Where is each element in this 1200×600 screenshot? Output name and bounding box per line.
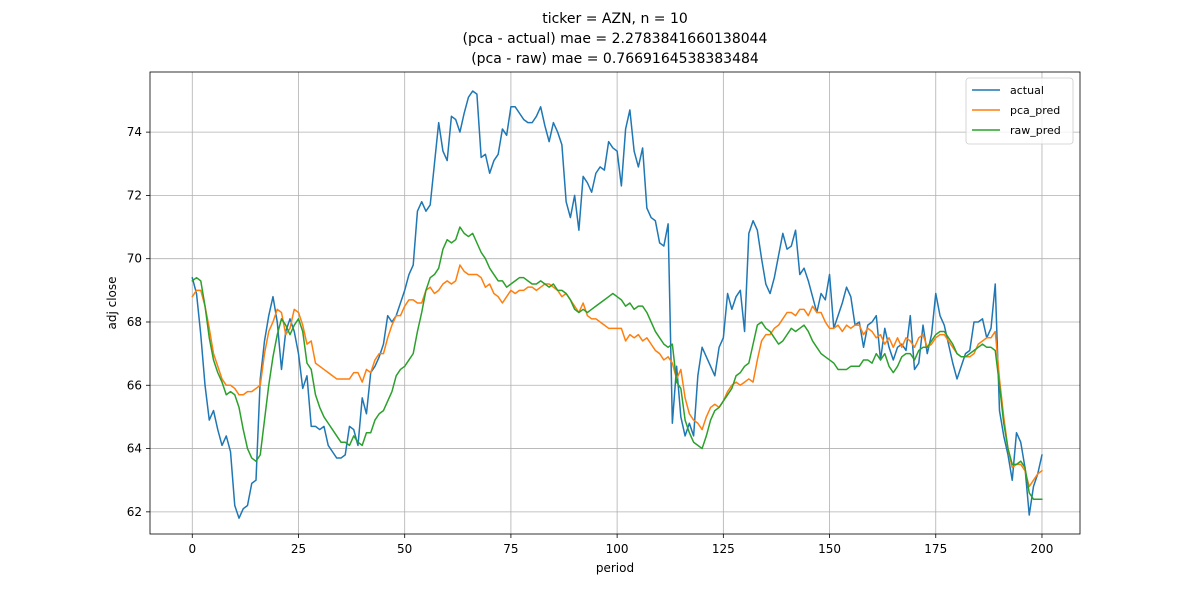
grid [150, 72, 1080, 534]
axis-ticks: 0 25 50 75 100 125 150 175 200 62 64 66 68 70 72 74 [127, 125, 1054, 556]
x-tick-label: 50 [397, 542, 412, 556]
y-axis-label: adj close [105, 276, 119, 329]
legend-label-actual: actual [1010, 84, 1044, 97]
x-tick-label: 0 [188, 542, 196, 556]
series-group [191, 90, 1043, 519]
y-tick-label: 66 [127, 378, 142, 392]
x-tick-label: 200 [1031, 542, 1054, 556]
series-line-raw-pred [191, 226, 1043, 500]
x-tick-label: 25 [291, 542, 306, 556]
x-tick-label: 75 [503, 542, 518, 556]
x-tick-label: 150 [818, 542, 841, 556]
y-tick-label: 68 [127, 315, 142, 329]
y-tick-label: 64 [127, 442, 142, 456]
x-tick-label: 125 [712, 542, 735, 556]
x-tick-label: 175 [924, 542, 947, 556]
title-line-3: (pca - raw) mae = 0.7669164538383484 [471, 51, 759, 67]
y-tick-label: 74 [127, 125, 142, 139]
title-line-1: ticker = AZN, n = 10 [542, 11, 688, 27]
legend-label-pca-pred: pca_pred [1010, 104, 1060, 117]
chart-title: ticker = AZN, n = 10 (pca - actual) mae … [463, 11, 768, 67]
plot-area-frame [149, 71, 1081, 535]
y-tick-label: 62 [127, 505, 142, 519]
x-tick-label: 100 [606, 542, 629, 556]
series-line-pca-pred [191, 264, 1043, 488]
legend: actual pca_pred raw_pred [965, 77, 1074, 145]
title-line-2: (pca - actual) mae = 2.2783841660138044 [463, 31, 768, 47]
y-tick-label: 72 [127, 188, 142, 202]
x-axis-label: period [596, 561, 634, 575]
y-tick-label: 70 [127, 252, 142, 266]
legend-frame [965, 77, 1074, 145]
legend-label-raw-pred: raw_pred [1010, 124, 1061, 137]
